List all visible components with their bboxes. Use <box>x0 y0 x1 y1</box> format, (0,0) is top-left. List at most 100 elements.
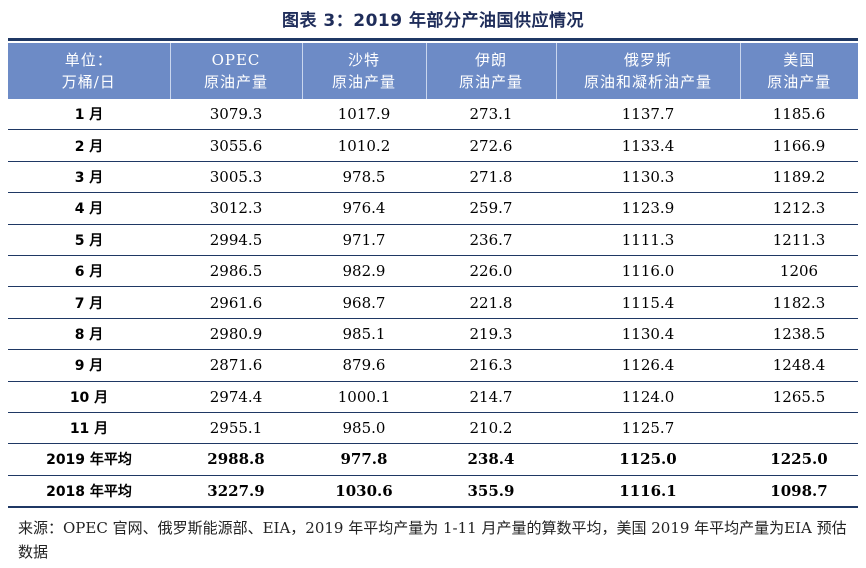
table-cell: 1098.7 <box>740 475 858 509</box>
table-row: 4 月 3012.3 976.4 259.7 1123.9 1212.3 <box>8 192 858 225</box>
table-cell: 236.7 <box>426 224 556 256</box>
table-cell: 2980.9 <box>170 318 302 351</box>
table-cell: 1182.3 <box>740 286 858 319</box>
table-row: 6 月 2986.5 982.9 226.0 1116.0 1206 <box>8 255 858 288</box>
row-label: 6 月 <box>8 255 170 288</box>
table-cell: 1248.4 <box>740 349 858 382</box>
table-cell: 1000.1 <box>302 381 426 413</box>
table-cell: 1189.2 <box>740 161 858 194</box>
table-cell: 221.8 <box>426 286 556 319</box>
table-row: 8 月 2980.9 985.1 219.3 1130.4 1238.5 <box>8 318 858 351</box>
table-cell: 971.7 <box>302 224 426 256</box>
table-cell: 1212.3 <box>740 192 858 225</box>
table-cell: 985.1 <box>302 318 426 351</box>
table-cell: 977.8 <box>302 443 426 476</box>
table-cell: 3079.3 <box>170 99 302 131</box>
row-label: 7 月 <box>8 286 170 319</box>
table-cell: 2955.1 <box>170 412 302 445</box>
header-opec: OPEC 原油产量 <box>169 43 302 99</box>
table-title: 图表 3：2019 年部分产油国供应情况 <box>282 11 584 31</box>
table-cell: 2988.8 <box>170 443 302 476</box>
table-cell: 273.1 <box>426 99 556 131</box>
table-cell: 1185.6 <box>740 99 858 131</box>
header-unit: 单位： 万桶/日 <box>8 43 170 99</box>
row-label: 2 月 <box>8 129 170 162</box>
row-label: 4 月 <box>8 192 170 225</box>
table-cell: 272.6 <box>426 129 556 162</box>
table-row: 7 月 2961.6 968.7 221.8 1115.4 1182.3 <box>8 286 858 319</box>
table-cell: 3012.3 <box>170 192 302 225</box>
table-cell: 1137.7 <box>556 99 740 131</box>
table-cell: 2961.6 <box>170 286 302 319</box>
row-label: 8 月 <box>8 318 170 351</box>
table-cell: 1126.4 <box>556 349 740 382</box>
header-us: 美国 原油产量 <box>739 43 858 99</box>
table-cell: 879.6 <box>302 349 426 382</box>
table-cell: 2871.6 <box>170 349 302 382</box>
table-cell: 1211.3 <box>740 224 858 256</box>
table-cell: 1133.4 <box>556 129 740 162</box>
source-note: 来源：OPEC 官网、俄罗斯能源部、EIA，2019 年平均产量为 1-11 月… <box>18 519 847 561</box>
table-cell: 982.9 <box>302 255 426 288</box>
table-cell: 976.4 <box>302 192 426 225</box>
table-cell: 1125.7 <box>556 412 740 445</box>
row-label: 9 月 <box>8 349 170 382</box>
row-label: 11 月 <box>8 412 170 445</box>
table-row: 3 月 3005.3 978.5 271.8 1130.3 1189.2 <box>8 161 858 194</box>
table-row: 11 月 2955.1 985.0 210.2 1125.7 <box>8 412 858 445</box>
row-label: 1 月 <box>8 99 170 131</box>
row-label: 2019 年平均 <box>8 443 170 476</box>
row-label: 3 月 <box>8 161 170 194</box>
table-row: 2019 年平均 2988.8 977.8 238.4 1125.0 1225.0 <box>8 443 858 476</box>
table-cell: 226.0 <box>426 255 556 288</box>
table-cell: 1166.9 <box>740 129 858 162</box>
table-cell: 214.7 <box>426 381 556 413</box>
table-body: 1 月 3079.3 1017.9 273.1 1137.7 1185.6 2 月 3055.… <box>8 99 858 509</box>
table-cell: 1116.0 <box>556 255 740 288</box>
table-cell: 3005.3 <box>170 161 302 194</box>
table-cell: 1111.3 <box>556 224 740 256</box>
row-label: 5 月 <box>8 224 170 256</box>
table-cell: 3055.6 <box>170 129 302 162</box>
header-row: 单位： 万桶/日 OPEC 原油产量 沙特 原油产量 伊朗 原油产量 俄罗斯 原油和凝析油… <box>8 43 858 99</box>
header-russia: 俄罗斯 原油和凝析油产量 <box>555 43 740 99</box>
table-cell: 1116.1 <box>556 475 740 509</box>
table-cell: 2994.5 <box>170 224 302 256</box>
table-cell: 259.7 <box>426 192 556 225</box>
row-label: 2018 年平均 <box>8 475 170 509</box>
table-cell: 271.8 <box>426 161 556 194</box>
table-cell: 1124.0 <box>556 381 740 413</box>
table-cell: 1206 <box>740 255 858 288</box>
table-cell: 210.2 <box>426 412 556 445</box>
table-row: 2 月 3055.6 1010.2 272.6 1133.4 1166.9 <box>8 129 858 162</box>
table-cell: 978.5 <box>302 161 426 194</box>
table-cell <box>740 412 858 445</box>
oil-supply-table: 单位： 万桶/日 OPEC 原油产量 沙特 原油产量 伊朗 原油产量 俄罗斯 原油和凝析油… <box>8 43 858 509</box>
table-cell: 1017.9 <box>302 99 426 131</box>
table-cell: 1010.2 <box>302 129 426 162</box>
table-cell: 3227.9 <box>170 475 302 509</box>
table-cell: 1123.9 <box>556 192 740 225</box>
table-cell: 1265.5 <box>740 381 858 413</box>
header-saudi: 沙特 原油产量 <box>301 43 426 99</box>
table-cell: 1238.5 <box>740 318 858 351</box>
table-cell: 1030.6 <box>302 475 426 509</box>
table-cell: 985.0 <box>302 412 426 445</box>
header-iran: 伊朗 原油产量 <box>425 43 556 99</box>
table-row: 9 月 2871.6 879.6 216.3 1126.4 1248.4 <box>8 349 858 382</box>
table-cell: 1125.0 <box>556 443 740 476</box>
table-cell: 355.9 <box>426 475 556 509</box>
table-cell: 216.3 <box>426 349 556 382</box>
row-label: 10 月 <box>8 381 170 413</box>
table-cell: 2986.5 <box>170 255 302 288</box>
table-row: 2018 年平均 3227.9 1030.6 355.9 1116.1 1098.7 <box>8 475 858 509</box>
table-cell: 1130.4 <box>556 318 740 351</box>
table-cell: 1115.4 <box>556 286 740 319</box>
table-cell: 238.4 <box>426 443 556 476</box>
table-row: 10 月 2974.4 1000.1 214.7 1124.0 1265.5 <box>8 381 858 413</box>
table-cell: 968.7 <box>302 286 426 319</box>
table-row: 1 月 3079.3 1017.9 273.1 1137.7 1185.6 <box>8 99 858 131</box>
table-row: 5 月 2994.5 971.7 236.7 1111.3 1211.3 <box>8 224 858 256</box>
top-rule <box>8 38 858 41</box>
table-cell: 1225.0 <box>740 443 858 476</box>
